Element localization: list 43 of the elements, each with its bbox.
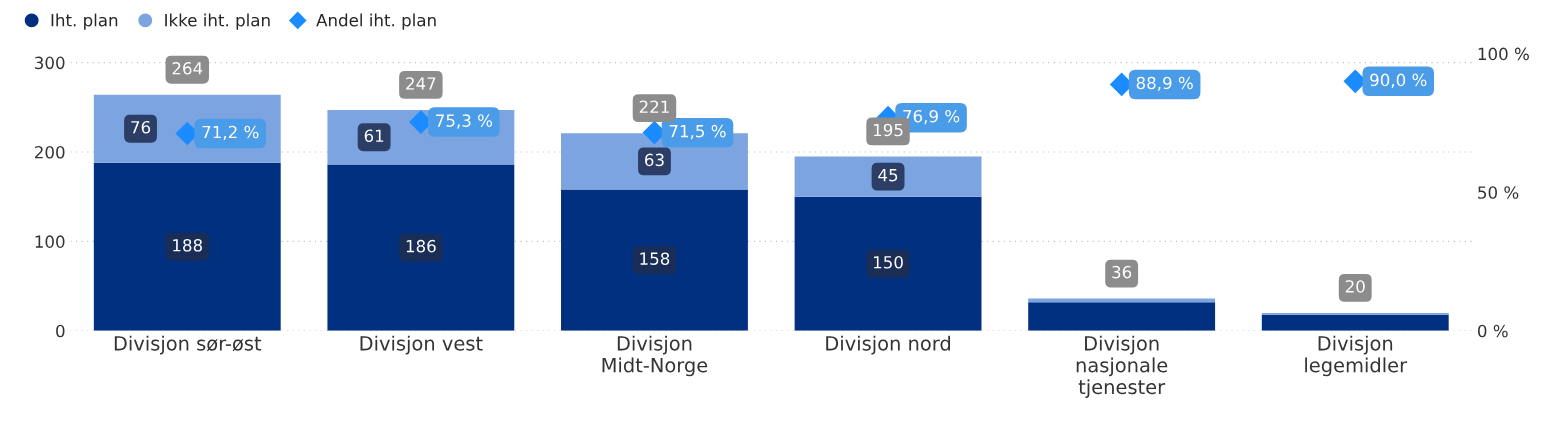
total-label: 20 xyxy=(1345,280,1365,293)
total-label: 221 xyxy=(639,100,669,113)
total-label: 36 xyxy=(1112,265,1132,279)
y2-tick-label: 100 % xyxy=(1478,47,1529,61)
total-label: 195 xyxy=(873,123,903,137)
data-label: 71,2 % xyxy=(202,125,259,140)
data-label: 188 xyxy=(173,238,203,252)
data-label: 61 xyxy=(364,129,384,143)
bar xyxy=(1028,302,1216,331)
data-label: 76 xyxy=(131,120,151,134)
y-tick-label: 100 xyxy=(35,235,65,248)
x-tick-label: Divisjon sør-øst xyxy=(114,335,262,355)
legend-label: Andel iht. plan xyxy=(316,13,436,30)
total-label: 247 xyxy=(406,77,436,90)
bar xyxy=(327,164,515,331)
x-tick-label: Divisjon nord xyxy=(826,335,950,355)
data-label: 76,9 % xyxy=(903,109,960,125)
x-tick-label: Divisjon Midt-Norge xyxy=(602,335,708,377)
bar xyxy=(1261,314,1449,331)
legend-label: Ikke iht. plan xyxy=(165,13,270,30)
data-label: 186 xyxy=(406,239,436,253)
data-label: 75,3 % xyxy=(436,114,493,129)
data-label: 63 xyxy=(645,153,664,167)
y-tick-label: 0 xyxy=(56,324,65,338)
data-label: 158 xyxy=(640,252,670,265)
data-label: 150 xyxy=(873,255,903,269)
bar xyxy=(794,196,982,331)
y2-tick-label: 50 % xyxy=(1478,186,1519,199)
legend-label: Iht. plan xyxy=(51,13,118,30)
x-tick-label: Divisjon vest xyxy=(360,335,483,355)
y-tick-label: 300 xyxy=(35,56,65,70)
x-tick-label: Divisjon nasjonale tjenester xyxy=(1076,335,1168,399)
bar xyxy=(794,156,982,197)
bar xyxy=(93,162,281,331)
data-label: 90,0 % xyxy=(1370,73,1427,88)
x-tick-label: Divisjon legemidler xyxy=(1305,335,1408,377)
data-label: 71,5 % xyxy=(669,124,726,140)
y2-tick-label: 0 % xyxy=(1478,324,1508,338)
data-label: 88,9 % xyxy=(1136,76,1193,91)
bar xyxy=(561,189,748,331)
y-tick-label: 200 xyxy=(35,145,65,159)
data-label: 45 xyxy=(878,169,898,182)
total-label: 264 xyxy=(172,61,203,75)
